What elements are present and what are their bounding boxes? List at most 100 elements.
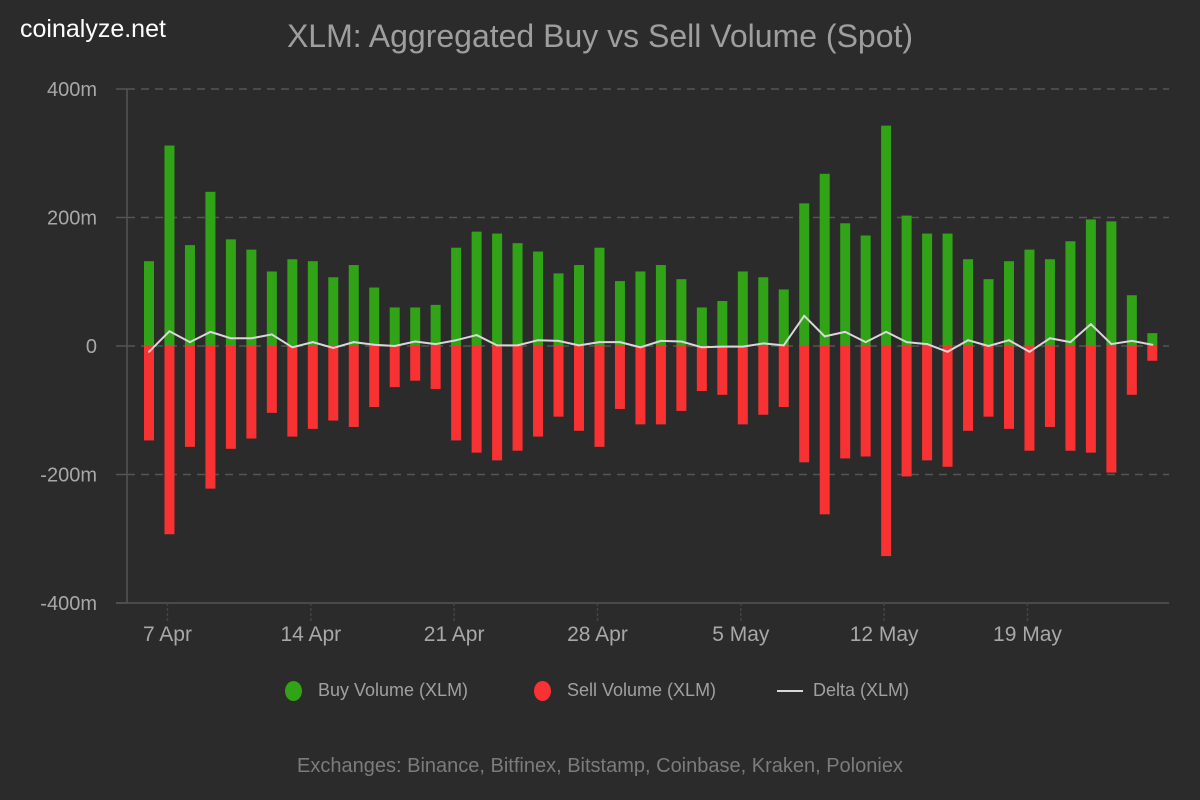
- delta-point[interactable]: [926, 343, 929, 346]
- buy-volume-bar[interactable]: [492, 233, 503, 346]
- delta-point[interactable]: [577, 344, 580, 347]
- delta-point[interactable]: [1151, 343, 1154, 346]
- delta-point[interactable]: [864, 341, 867, 344]
- delta-point[interactable]: [741, 345, 744, 348]
- buy-volume-bar[interactable]: [246, 249, 257, 346]
- buy-volume-bar[interactable]: [963, 259, 974, 346]
- sell-volume-bar[interactable]: [758, 346, 769, 415]
- sell-volume-bar[interactable]: [144, 346, 154, 441]
- buy-volume-bar[interactable]: [512, 243, 523, 346]
- sell-volume-bar[interactable]: [348, 346, 359, 427]
- sell-volume-bar[interactable]: [901, 346, 912, 477]
- buy-volume-bar[interactable]: [799, 203, 810, 346]
- sell-volume-bar[interactable]: [471, 346, 482, 453]
- sell-volume-bar[interactable]: [389, 346, 400, 388]
- delta-point[interactable]: [618, 341, 621, 344]
- delta-point[interactable]: [803, 314, 806, 317]
- delta-point[interactable]: [700, 346, 703, 349]
- sell-volume-bar[interactable]: [1147, 346, 1158, 361]
- sell-volume-bar[interactable]: [573, 346, 584, 431]
- delta-point[interactable]: [762, 342, 765, 345]
- delta-point[interactable]: [414, 340, 417, 343]
- delta-point[interactable]: [823, 335, 826, 338]
- delta-point[interactable]: [434, 343, 437, 346]
- buy-volume-bar[interactable]: [205, 191, 216, 346]
- sell-volume-bar[interactable]: [614, 346, 625, 409]
- buy-volume-bar[interactable]: [533, 251, 544, 346]
- buy-volume-bar[interactable]: [1126, 295, 1137, 346]
- delta-point[interactable]: [455, 339, 458, 342]
- buy-volume-bar[interactable]: [983, 279, 994, 346]
- delta-point[interactable]: [639, 346, 642, 349]
- brand-logo-text[interactable]: coinalyze.net: [20, 15, 166, 43]
- buy-volume-bar[interactable]: [553, 273, 564, 346]
- delta-point[interactable]: [496, 344, 499, 347]
- delta-point[interactable]: [188, 341, 191, 344]
- buy-volume-bar[interactable]: [1065, 241, 1076, 346]
- buy-volume-bar[interactable]: [922, 233, 933, 346]
- sell-volume-bar[interactable]: [1044, 346, 1055, 427]
- delta-point[interactable]: [782, 344, 785, 347]
- buy-volume-bar[interactable]: [758, 277, 769, 346]
- sell-volume-bar[interactable]: [246, 346, 257, 439]
- delta-point[interactable]: [987, 345, 990, 347]
- sell-volume-bar[interactable]: [307, 346, 318, 429]
- delta-line[interactable]: [148, 314, 1153, 353]
- buy-volume-bar[interactable]: [819, 173, 830, 346]
- buy-volume-bar[interactable]: [737, 271, 748, 346]
- buy-volume-bar[interactable]: [942, 233, 953, 346]
- sell-volume-bar[interactable]: [451, 346, 462, 441]
- delta-point[interactable]: [168, 330, 171, 333]
- delta-point[interactable]: [659, 339, 662, 342]
- sell-volume-bar[interactable]: [1106, 346, 1117, 473]
- sell-volume-bar[interactable]: [492, 346, 503, 461]
- buy-volume-bar[interactable]: [1106, 221, 1117, 346]
- buy-volume-bar[interactable]: [225, 239, 236, 346]
- buy-volume-bar[interactable]: [1085, 219, 1096, 346]
- delta-point[interactable]: [229, 337, 232, 340]
- sell-volume-bar[interactable]: [410, 346, 421, 381]
- sell-volume-bar[interactable]: [819, 346, 830, 515]
- buy-volume-bar[interactable]: [696, 307, 707, 346]
- buy-volume-bar[interactable]: [901, 215, 912, 346]
- buy-volume-bar[interactable]: [389, 307, 400, 346]
- sell-volume-bar[interactable]: [266, 346, 277, 413]
- sell-volume-bar[interactable]: [164, 346, 175, 535]
- sell-volume-bar[interactable]: [369, 346, 380, 408]
- sell-volume-bar[interactable]: [983, 346, 994, 417]
- delta-point[interactable]: [1089, 323, 1092, 326]
- buy-volume-bar[interactable]: [778, 289, 789, 346]
- delta-point[interactable]: [1130, 339, 1133, 342]
- sell-volume-bar[interactable]: [430, 346, 441, 390]
- buy-volume-bar[interactable]: [1147, 333, 1158, 346]
- delta-point[interactable]: [967, 339, 970, 342]
- buy-volume-bar[interactable]: [635, 271, 646, 346]
- sell-volume-bar[interactable]: [696, 346, 707, 391]
- sell-volume-bar[interactable]: [1126, 346, 1137, 395]
- delta-point[interactable]: [680, 340, 683, 343]
- sell-volume-bar[interactable]: [1085, 346, 1096, 453]
- delta-point[interactable]: [946, 350, 949, 353]
- delta-point[interactable]: [209, 330, 212, 333]
- buy-volume-bar[interactable]: [860, 235, 871, 346]
- delta-point[interactable]: [291, 346, 294, 349]
- legend-item-delta[interactable]: Delta (XLM): [777, 680, 909, 701]
- sell-volume-bar[interactable]: [225, 346, 236, 449]
- delta-point[interactable]: [885, 330, 888, 333]
- buy-volume-bar[interactable]: [573, 265, 584, 346]
- sell-volume-bar[interactable]: [184, 346, 195, 447]
- delta-point[interactable]: [270, 333, 273, 336]
- delta-point[interactable]: [1048, 337, 1051, 340]
- delta-point[interactable]: [905, 341, 908, 344]
- sell-volume-bar[interactable]: [1065, 346, 1076, 451]
- sell-volume-bar[interactable]: [1024, 346, 1035, 451]
- delta-point[interactable]: [1110, 343, 1113, 346]
- sell-volume-bar[interactable]: [737, 346, 748, 425]
- buy-volume-bar[interactable]: [676, 279, 687, 346]
- buy-volume-bar[interactable]: [430, 304, 441, 346]
- sell-volume-bar[interactable]: [717, 346, 728, 395]
- delta-point[interactable]: [721, 345, 724, 348]
- sell-volume-bar[interactable]: [676, 346, 687, 411]
- sell-volume-bar[interactable]: [553, 346, 564, 417]
- buy-volume-bar[interactable]: [307, 261, 318, 346]
